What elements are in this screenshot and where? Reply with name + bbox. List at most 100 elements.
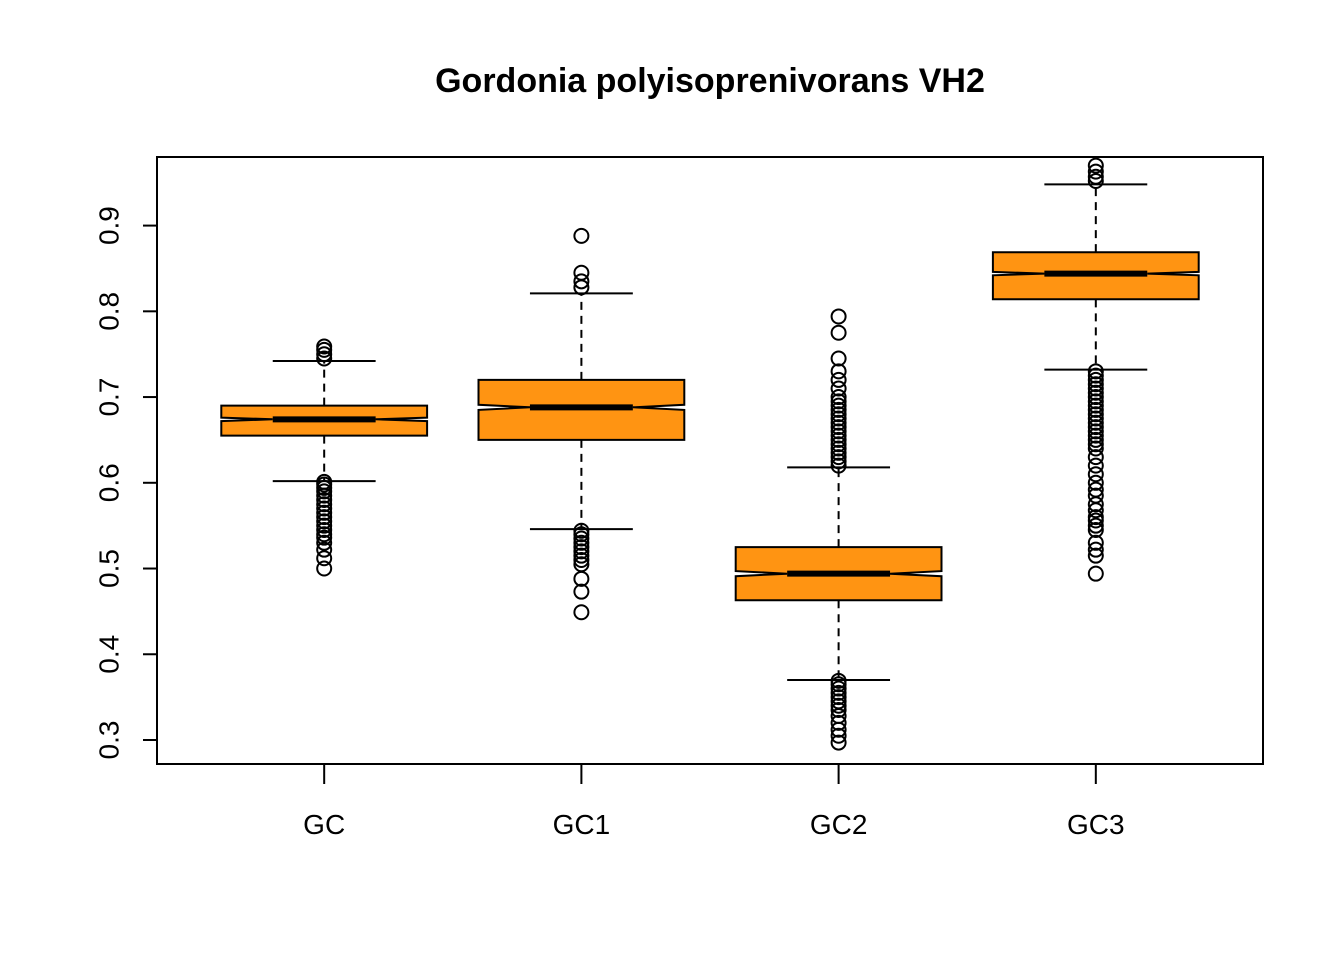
outlier-point [1087,541,1104,558]
outlier-point [1087,457,1104,474]
outlier-point [573,539,590,556]
outlier-point [573,522,590,539]
outlier-point [830,401,847,418]
outlier-point [830,324,847,341]
x-tick-label: GC1 [553,809,611,840]
outlier-point [1087,423,1104,440]
outlier-point [830,689,847,706]
outlier-point [1087,440,1104,457]
outlier-point [573,604,590,621]
outlier-point [1087,367,1104,384]
outlier-point [316,338,333,355]
outlier-point [1087,487,1104,504]
y-tick-label: 0.4 [94,635,125,674]
y-tick-label: 0.7 [94,378,125,417]
outlier-point [830,410,847,427]
outlier-point [1087,481,1104,498]
outlier-point [316,500,333,517]
outlier-point [316,496,333,513]
outlier-point [1087,517,1104,534]
x-tick-label: GC [303,809,345,840]
outlier-point [1087,371,1104,388]
outlier-point [830,393,847,410]
outlier-point [830,363,847,380]
outlier-point [573,530,590,547]
outlier-point [830,427,847,444]
outlier-point [830,423,847,440]
outlier-point [1087,389,1104,406]
outlier-point [316,491,333,508]
outlier-point [316,504,333,521]
outlier-point [830,431,847,448]
outlier-point [1087,419,1104,436]
outlier-point [830,440,847,457]
outlier-point [1087,397,1104,414]
outlier-point [830,419,847,436]
y-tick-label: 0.5 [94,549,125,588]
outlier-point [830,680,847,697]
outlier-point [573,227,590,244]
box-gc3 [991,157,1200,582]
outlier-point [573,543,590,560]
outlier-point [830,308,847,325]
outlier-point [830,684,847,701]
outlier-point [316,526,333,543]
outlier-point [1087,173,1104,190]
outlier-point [830,397,847,414]
chart-title: Gordonia polyisoprenivorans VH2 [435,62,985,100]
outlier-point [830,350,847,367]
outlier-point [316,350,333,367]
outlier-point [1087,384,1104,401]
outlier-point [830,697,847,714]
outlier-point [1087,168,1104,185]
outlier-point [316,521,333,538]
outlier-point [830,457,847,474]
outlier-point [1087,427,1104,444]
y-tick-label: 0.8 [94,292,125,331]
outlier-point [1087,521,1104,538]
outlier-point [830,672,847,689]
y-tick-label: 0.3 [94,721,125,760]
outlier-point [1087,466,1104,483]
outlier-point [316,513,333,530]
outlier-point [830,701,847,718]
outlier-point [316,541,333,558]
y-tick-label: 0.9 [94,206,125,245]
outlier-point [830,436,847,453]
x-tick-label: GC2 [810,809,868,840]
outlier-point [573,551,590,568]
boxes-group [220,157,1200,751]
outlier-point [830,389,847,406]
outlier-point [573,273,590,290]
outlier-point [1087,393,1104,410]
outlier-point [1087,380,1104,397]
outlier-point [316,560,333,577]
outlier-point [316,550,333,567]
x-axis: GC GC1 GC2 GC3 [303,764,1125,840]
outlier-point [1087,449,1104,466]
box-gc [220,338,429,577]
outlier-point [1087,547,1104,564]
outlier-point [830,449,847,466]
outlier-point [1087,363,1104,380]
outlier-point [1087,157,1104,174]
outlier-point [830,444,847,461]
box-gc1 [477,227,686,621]
outlier-point [573,556,590,573]
outlier-point [830,406,847,423]
outlier-point [830,714,847,731]
outlier-point [1087,406,1104,423]
outlier-point [316,346,333,363]
outlier-point [1087,565,1104,582]
outlier-point [830,414,847,431]
outlier-point [1087,401,1104,418]
outlier-point [1087,376,1104,393]
y-axis: 0.3 0.4 0.5 0.6 0.7 0.8 0.9 [94,206,158,759]
outlier-point [316,517,333,534]
outlier-point [1087,431,1104,448]
box-gc2 [734,308,943,751]
outlier-point [316,473,333,490]
outlier-point [573,583,590,600]
outlier-point [1087,509,1104,526]
